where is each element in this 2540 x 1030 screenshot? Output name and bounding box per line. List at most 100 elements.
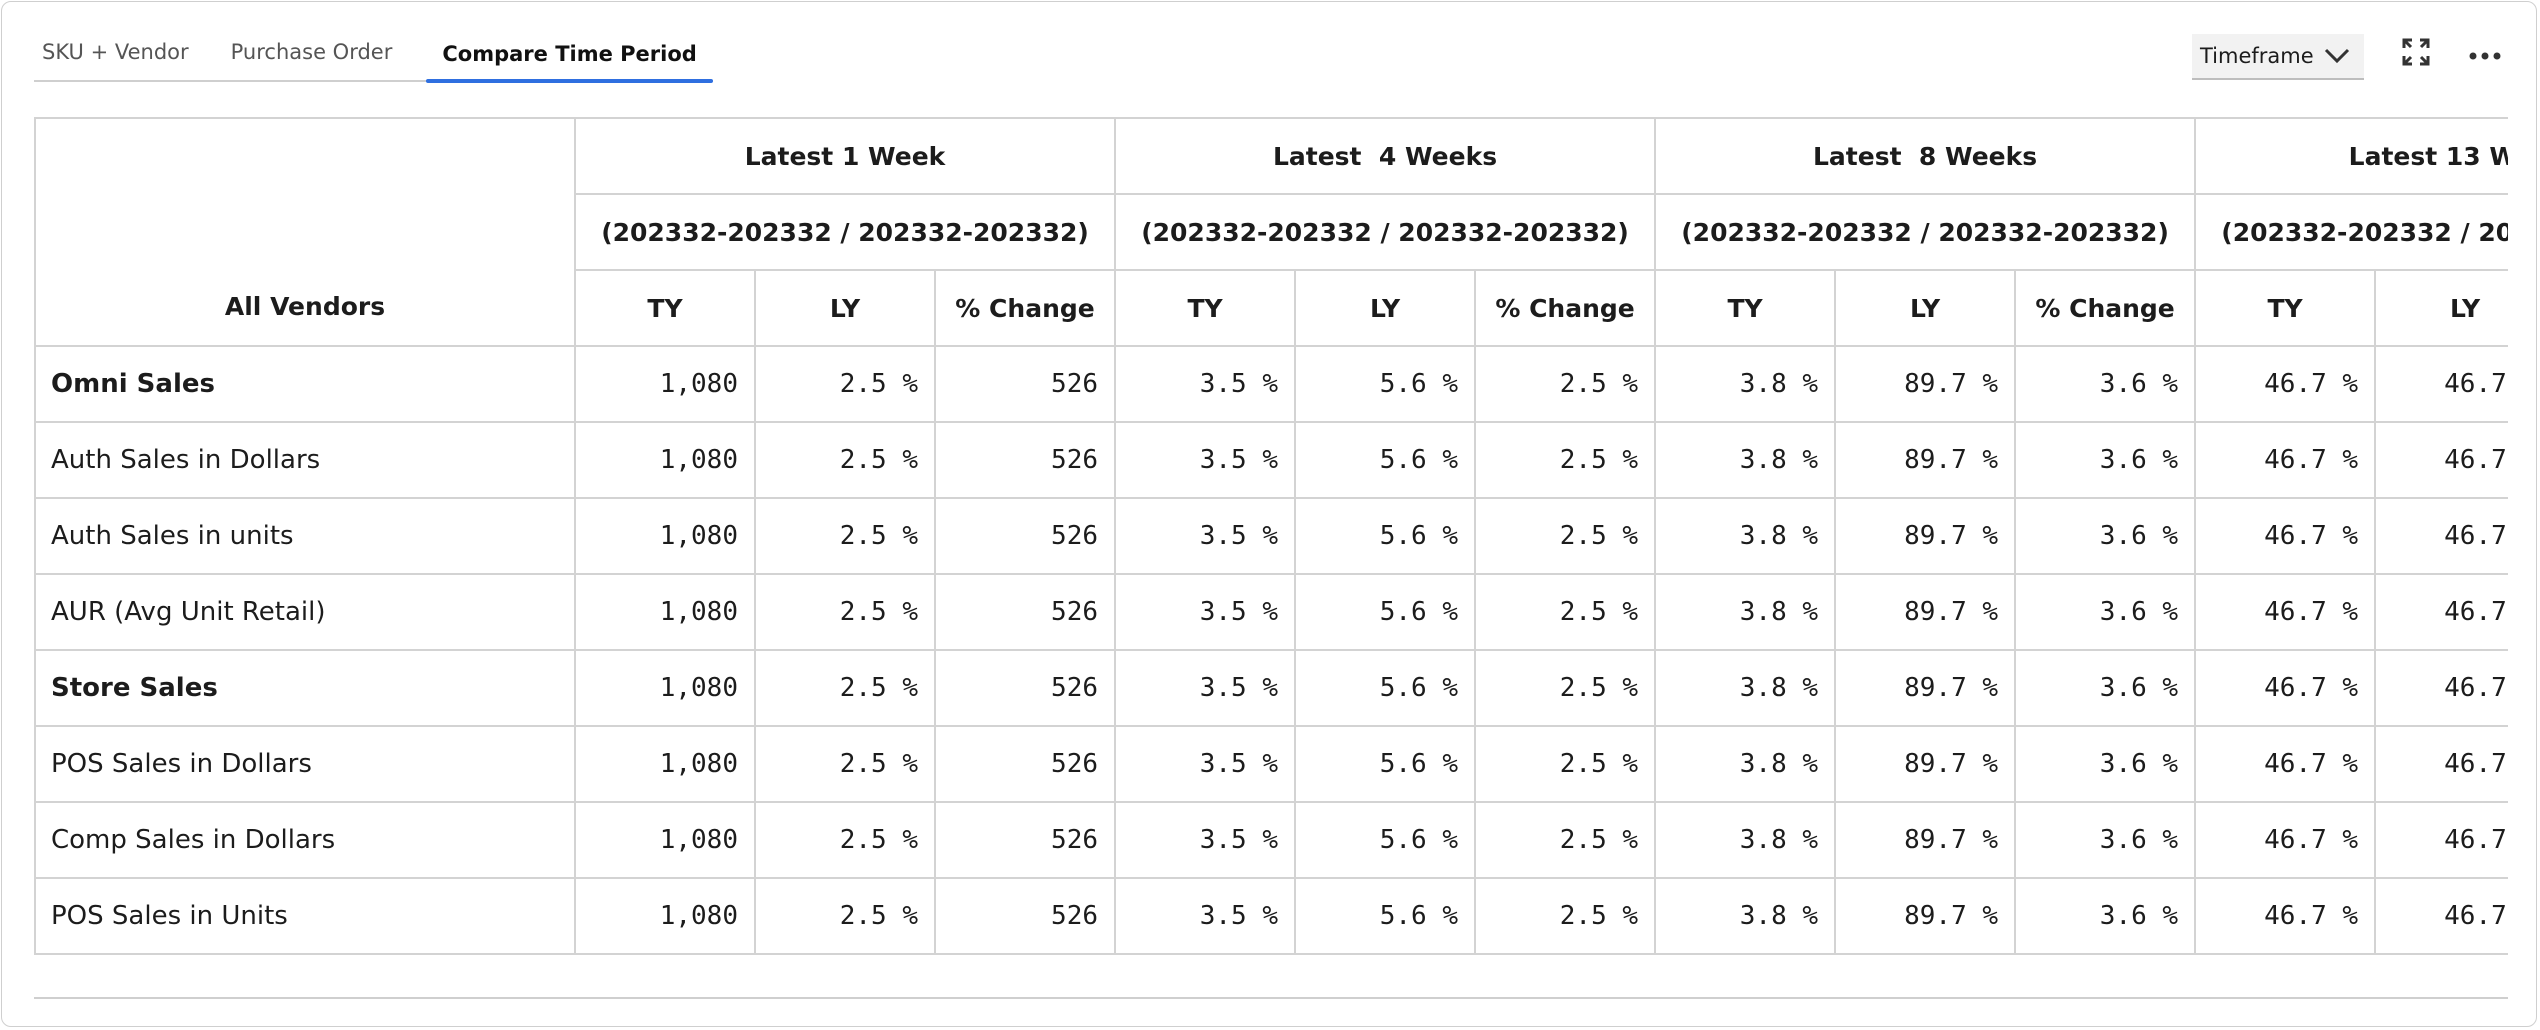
cell-value: 46.7 %: [2374, 801, 2508, 879]
cell-value: 1,080: [574, 649, 756, 727]
cell-value: 3.6 %: [2014, 497, 2197, 575]
column-header: LY: [754, 269, 936, 347]
row-label: POS Sales in Dollars: [34, 725, 576, 803]
cell-value: 1,080: [574, 801, 756, 879]
cell-value: 89.7 %: [1834, 725, 2017, 803]
cell-value: 1,080: [574, 421, 756, 499]
cell-value: 2.5 %: [1474, 421, 1657, 499]
cell-value: 3.5 %: [1114, 573, 1297, 651]
table-body: Omni Sales 1,080 2.5 % 526 3.5 % 5.6 % 2.5 % 3.…: [34, 345, 2508, 955]
cell-value: 46.7 %: [2374, 725, 2508, 803]
cell-value: 46.7 %: [2374, 573, 2508, 651]
row-label: Auth Sales in Dollars: [34, 421, 576, 499]
cell-value: 46.7 %: [2374, 345, 2508, 423]
cell-value: 2.5 %: [754, 497, 936, 575]
tab[interactable]: SKU + Vendor: [42, 40, 189, 64]
cell-value: 3.8 %: [1654, 345, 1837, 423]
row-label: Auth Sales in units: [34, 497, 576, 575]
expand-icon[interactable]: [2402, 38, 2430, 66]
cell-value: 3.6 %: [2014, 573, 2197, 651]
tab[interactable]: Compare Time Period: [426, 32, 714, 83]
cell-value: 1,080: [574, 725, 756, 803]
cell-value: 46.7 %: [2194, 649, 2377, 727]
cell-value: 2.5 %: [754, 345, 936, 423]
group-range: (202332-202332 / 202332-202332): [2194, 193, 2508, 271]
cell-value: 2.5 %: [1474, 801, 1657, 879]
cell-value: 3.6 %: [2014, 345, 2197, 423]
table-row: AUR (Avg Unit Retail) 1,080 2.5 % 526 3.5 % 5…: [34, 573, 2508, 651]
cell-value: 89.7 %: [1834, 649, 2017, 727]
column-header: TY: [574, 269, 756, 347]
cell-value: 3.8 %: [1654, 725, 1837, 803]
corner-header: All Vendors: [34, 117, 576, 347]
table-head: All Vendors Latest 1 Week Latest 4 Weeks La…: [34, 117, 2508, 347]
cell-value: 5.6 %: [1294, 877, 1477, 955]
timeframe-dropdown[interactable]: Timeframe: [2192, 34, 2364, 80]
cell-value: 2.5 %: [754, 801, 936, 879]
cell-value: 3.6 %: [2014, 421, 2197, 499]
group-title: Latest 8 Weeks: [1654, 117, 2197, 195]
cell-value: 2.5 %: [1474, 725, 1657, 803]
cell-value: 3.5 %: [1114, 497, 1297, 575]
table-row: Auth Sales in units 1,080 2.5 % 526 3.5 % 5.6…: [34, 497, 2508, 575]
cell-value: 5.6 %: [1294, 649, 1477, 727]
cell-value: 526: [933, 725, 1117, 803]
cell-value: 3.6 %: [2014, 801, 2197, 879]
cell-value: 2.5 %: [754, 573, 936, 651]
cell-value: 5.6 %: [1294, 421, 1477, 499]
cell-value: 89.7 %: [1834, 497, 2017, 575]
group-range: (202332-202332 / 202332-202332): [1654, 193, 2197, 271]
table-row: Auth Sales in Dollars 1,080 2.5 % 526 3.5 % 5…: [34, 421, 2508, 499]
cell-value: 2.5 %: [1474, 497, 1657, 575]
table-row: Comp Sales in Dollars 1,080 2.5 % 526 3.5 % 5…: [34, 801, 2508, 879]
toolbar-icons: [2402, 38, 2522, 82]
table-row: POS Sales in Units 1,080 2.5 % 526 3.5 % 5.6 …: [34, 877, 2508, 955]
group-range: (202332-202332 / 202332-202332): [573, 193, 1117, 271]
row-label: POS Sales in Units: [34, 877, 576, 955]
cell-value: 46.7 %: [2374, 877, 2508, 955]
cell-value: 89.7 %: [1834, 421, 2017, 499]
cell-value: 3.8 %: [1654, 649, 1837, 727]
cell-value: 526: [933, 345, 1117, 423]
cell-value: 3.5 %: [1114, 421, 1297, 499]
cell-value: 2.5 %: [754, 725, 936, 803]
cell-value: 46.7 %: [2194, 421, 2377, 499]
header-row: (202332-202332 / 202332-202332) (202332-2…: [35, 193, 2508, 271]
group-title: Latest 4 Weeks: [1114, 117, 1657, 195]
tab[interactable]: Purchase Order: [230, 40, 393, 64]
cell-value: 46.7 %: [2194, 345, 2377, 423]
group-range: (202332-202332 / 202332-202332): [1114, 193, 1657, 271]
cell-value: 46.7 %: [2194, 573, 2377, 651]
row-label: Omni Sales: [34, 345, 576, 423]
cell-value: 2.5 %: [1474, 573, 1657, 651]
cell-value: 1,080: [574, 497, 756, 575]
cell-value: 1,080: [574, 345, 756, 423]
column-header: LY: [1294, 269, 1477, 347]
cell-value: 5.6 %: [1294, 801, 1477, 879]
cell-value: 3.6 %: [2014, 725, 2197, 803]
table-row: POS Sales in Dollars 1,080 2.5 % 526 3.5 % 5.…: [34, 725, 2508, 803]
cell-value: 2.5 %: [754, 649, 936, 727]
table-row: Store Sales 1,080 2.5 % 526 3.5 % 5.6 % 2.5 % 3…: [34, 649, 2508, 727]
cell-value: 3.8 %: [1654, 421, 1837, 499]
cell-value: 1,080: [574, 877, 756, 955]
column-header: LY: [1834, 269, 2017, 347]
cell-value: 89.7 %: [1834, 877, 2017, 955]
column-header: % Change: [933, 269, 1117, 347]
group-title: Latest 1 Week: [573, 117, 1117, 195]
cell-value: 3.5 %: [1114, 725, 1297, 803]
cell-value: 3.8 %: [1654, 497, 1837, 575]
cell-value: 526: [933, 877, 1117, 955]
cell-value: 2.5 %: [1474, 345, 1657, 423]
column-header: TY: [2194, 269, 2377, 347]
cell-value: 89.7 %: [1834, 345, 2017, 423]
cell-value: 46.7 %: [2374, 421, 2508, 499]
more-icon[interactable]: [2469, 52, 2501, 60]
cell-value: 526: [933, 573, 1117, 651]
cell-value: 3.8 %: [1654, 877, 1837, 955]
cell-value: 3.6 %: [2014, 877, 2197, 955]
row-label: AUR (Avg Unit Retail): [34, 573, 576, 651]
cell-value: 3.5 %: [1114, 649, 1297, 727]
cell-value: 3.5 %: [1114, 877, 1297, 955]
